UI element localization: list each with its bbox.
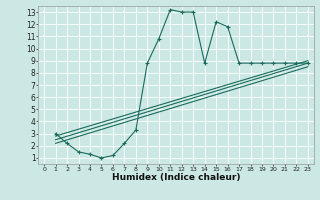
X-axis label: Humidex (Indice chaleur): Humidex (Indice chaleur) (112, 173, 240, 182)
